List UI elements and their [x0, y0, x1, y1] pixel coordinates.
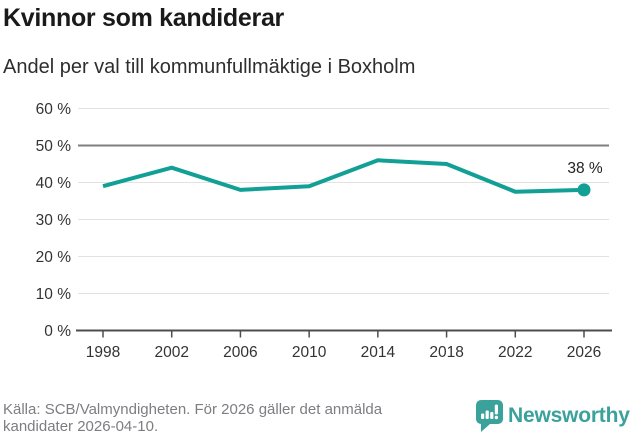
svg-text:10 %: 10 % — [36, 286, 72, 303]
line-chart: 0 % 10 % 20 % 30 % 40 % 50 % 60 % 1998 2002 2006 2… — [36, 101, 612, 361]
svg-text:2010: 2010 — [292, 344, 327, 361]
bar-chart-speech-bubble-icon — [476, 400, 503, 432]
chart-title: Kvinnor som kandiderar — [3, 4, 284, 32]
svg-text:2018: 2018 — [429, 344, 463, 361]
svg-text:38 %: 38 % — [567, 160, 603, 177]
footer: Källa: SCB/Valmyndigheten. För 2026 gäll… — [0, 398, 631, 439]
svg-text:2006: 2006 — [223, 344, 257, 361]
svg-text:40 %: 40 % — [36, 175, 72, 192]
svg-text:20 %: 20 % — [36, 249, 72, 266]
svg-text:30 %: 30 % — [36, 212, 72, 229]
svg-text:2014: 2014 — [361, 344, 396, 361]
svg-text:50 %: 50 % — [36, 138, 72, 155]
source-line-1: Källa: SCB/Valmyndigheten. För 2026 gäll… — [3, 401, 383, 418]
source-note: Källa: SCB/Valmyndigheten. För 2026 gäll… — [3, 401, 382, 435]
newsworthy-logo[interactable]: Newsworthy — [476, 400, 630, 432]
svg-text:2026: 2026 — [567, 344, 601, 361]
source-line-2: kandidater 2026-04-10. — [3, 418, 159, 435]
svg-text:2002: 2002 — [154, 344, 188, 361]
svg-text:60 %: 60 % — [36, 101, 72, 118]
svg-text:1998: 1998 — [86, 344, 120, 361]
chart-subtitle: Andel per val till kommunfullmäktige i B… — [3, 56, 416, 78]
svg-text:2022: 2022 — [498, 344, 532, 361]
newsworthy-wordmark: Newsworthy — [508, 404, 630, 427]
svg-text:0 %: 0 % — [44, 323, 71, 340]
